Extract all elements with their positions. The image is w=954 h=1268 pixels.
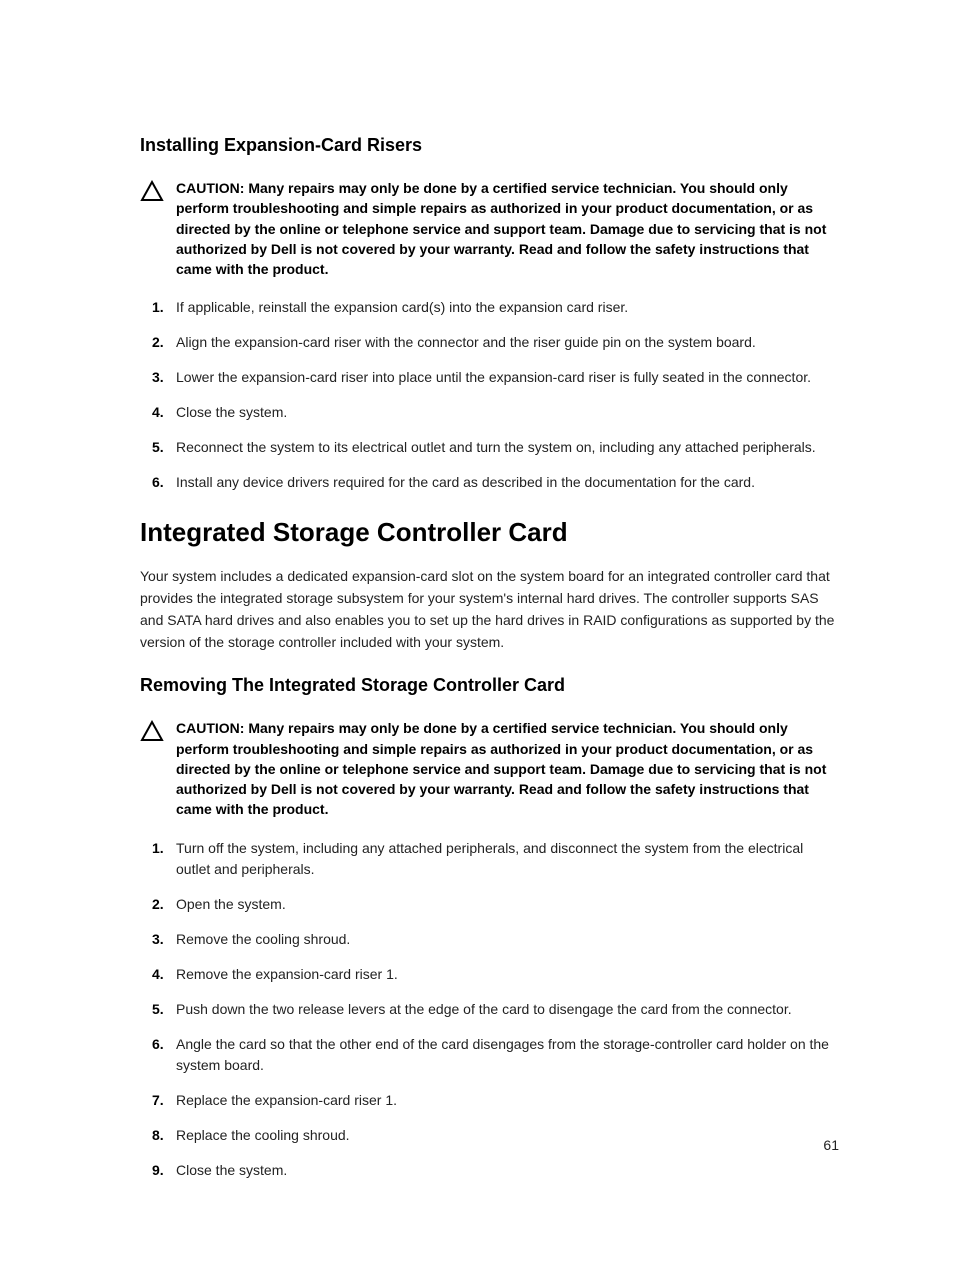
step-item: Reconnect the system to its electrical o… (140, 437, 839, 458)
section-heading-integrated-storage: Integrated Storage Controller Card (140, 517, 839, 548)
section-heading-remove-controller: Removing The Integrated Storage Controll… (140, 675, 839, 696)
step-item: Push down the two release levers at the … (140, 999, 839, 1020)
document-page: Installing Expansion-Card Risers CAUTION… (0, 0, 954, 1257)
step-item: Open the system. (140, 894, 839, 915)
step-item: Angle the card so that the other end of … (140, 1034, 839, 1076)
page-number: 61 (823, 1137, 839, 1153)
step-item: Install any device drivers required for … (140, 472, 839, 493)
step-item: Turn off the system, including any attac… (140, 838, 839, 880)
step-item: Replace the cooling shroud. (140, 1125, 839, 1146)
remove-controller-steps: Turn off the system, including any attac… (140, 838, 839, 1181)
step-item: Remove the expansion-card riser 1. (140, 964, 839, 985)
step-item: Lower the expansion-card riser into plac… (140, 367, 839, 388)
step-item: Align the expansion-card riser with the … (140, 332, 839, 353)
step-item: Remove the cooling shroud. (140, 929, 839, 950)
step-item: Close the system. (140, 402, 839, 423)
step-item: If applicable, reinstall the expansion c… (140, 297, 839, 318)
caution-triangle-icon (140, 720, 166, 747)
section-heading-install-risers: Installing Expansion-Card Risers (140, 135, 839, 156)
step-item: Replace the expansion-card riser 1. (140, 1090, 839, 1111)
caution-text: CAUTION: Many repairs may only be done b… (176, 178, 839, 279)
caution-block: CAUTION: Many repairs may only be done b… (140, 178, 839, 279)
caution-block: CAUTION: Many repairs may only be done b… (140, 718, 839, 819)
step-item: Close the system. (140, 1160, 839, 1181)
intro-paragraph: Your system includes a dedicated expansi… (140, 566, 839, 653)
caution-text: CAUTION: Many repairs may only be done b… (176, 718, 839, 819)
caution-triangle-icon (140, 180, 166, 207)
install-risers-steps: If applicable, reinstall the expansion c… (140, 297, 839, 493)
